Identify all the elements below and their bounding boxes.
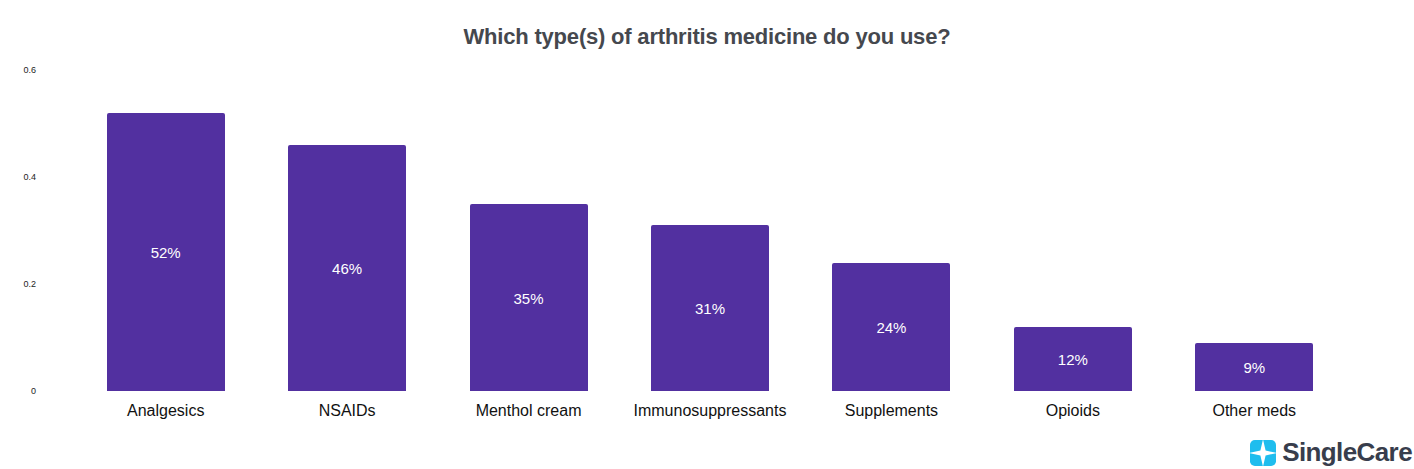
bar-value-label: 9%: [1195, 359, 1313, 376]
category-label: Opioids: [982, 402, 1163, 420]
y-tick-label: 0.4: [0, 172, 36, 183]
bar: 9%: [1195, 343, 1313, 391]
bar: 46%: [288, 145, 406, 391]
bar-column: 35%Menthol cream: [438, 70, 619, 391]
y-tick-label: 0.2: [0, 279, 36, 290]
bar: 31%: [651, 225, 769, 391]
category-label: Supplements: [801, 402, 982, 420]
bar: 24%: [832, 263, 950, 391]
bar-value-label: 31%: [651, 300, 769, 317]
y-axis: 0.6 0.4 0.2 0: [0, 0, 36, 469]
bars-row: 52%Analgesics46%NSAIDs35%Menthol cream31…: [75, 70, 1345, 391]
category-label: Other meds: [1164, 402, 1345, 420]
bar-value-label: 24%: [832, 319, 950, 336]
bar: 52%: [107, 113, 225, 391]
bar-column: 12%Opioids: [982, 70, 1163, 391]
singlecare-diamond-icon: [1250, 440, 1276, 466]
category-label: Immunosuppressants: [619, 402, 800, 420]
bar-value-label: 52%: [107, 244, 225, 261]
bar-column: 46%NSAIDs: [256, 70, 437, 391]
chart-title: Which type(s) of arthritis medicine do y…: [0, 24, 1414, 50]
bar: 35%: [470, 204, 588, 391]
bar-value-label: 35%: [470, 289, 588, 306]
bar-column: 9%Other meds: [1164, 70, 1345, 391]
bar: 12%: [1014, 327, 1132, 391]
bar-value-label: 46%: [288, 260, 406, 277]
singlecare-logo: SingleCare: [1250, 437, 1412, 468]
y-tick-label: 0.6: [0, 65, 36, 76]
category-label: NSAIDs: [256, 402, 437, 420]
bar-column: 31%Immunosuppressants: [619, 70, 800, 391]
y-tick-label: 0: [0, 386, 36, 397]
bar-value-label: 12%: [1014, 351, 1132, 368]
bar-chart: Which type(s) of arthritis medicine do y…: [0, 0, 1414, 469]
bar-column: 24%Supplements: [801, 70, 982, 391]
logo-text: SingleCare: [1282, 437, 1412, 468]
category-label: Menthol cream: [438, 402, 619, 420]
category-label: Analgesics: [75, 402, 256, 420]
bar-column: 52%Analgesics: [75, 70, 256, 391]
